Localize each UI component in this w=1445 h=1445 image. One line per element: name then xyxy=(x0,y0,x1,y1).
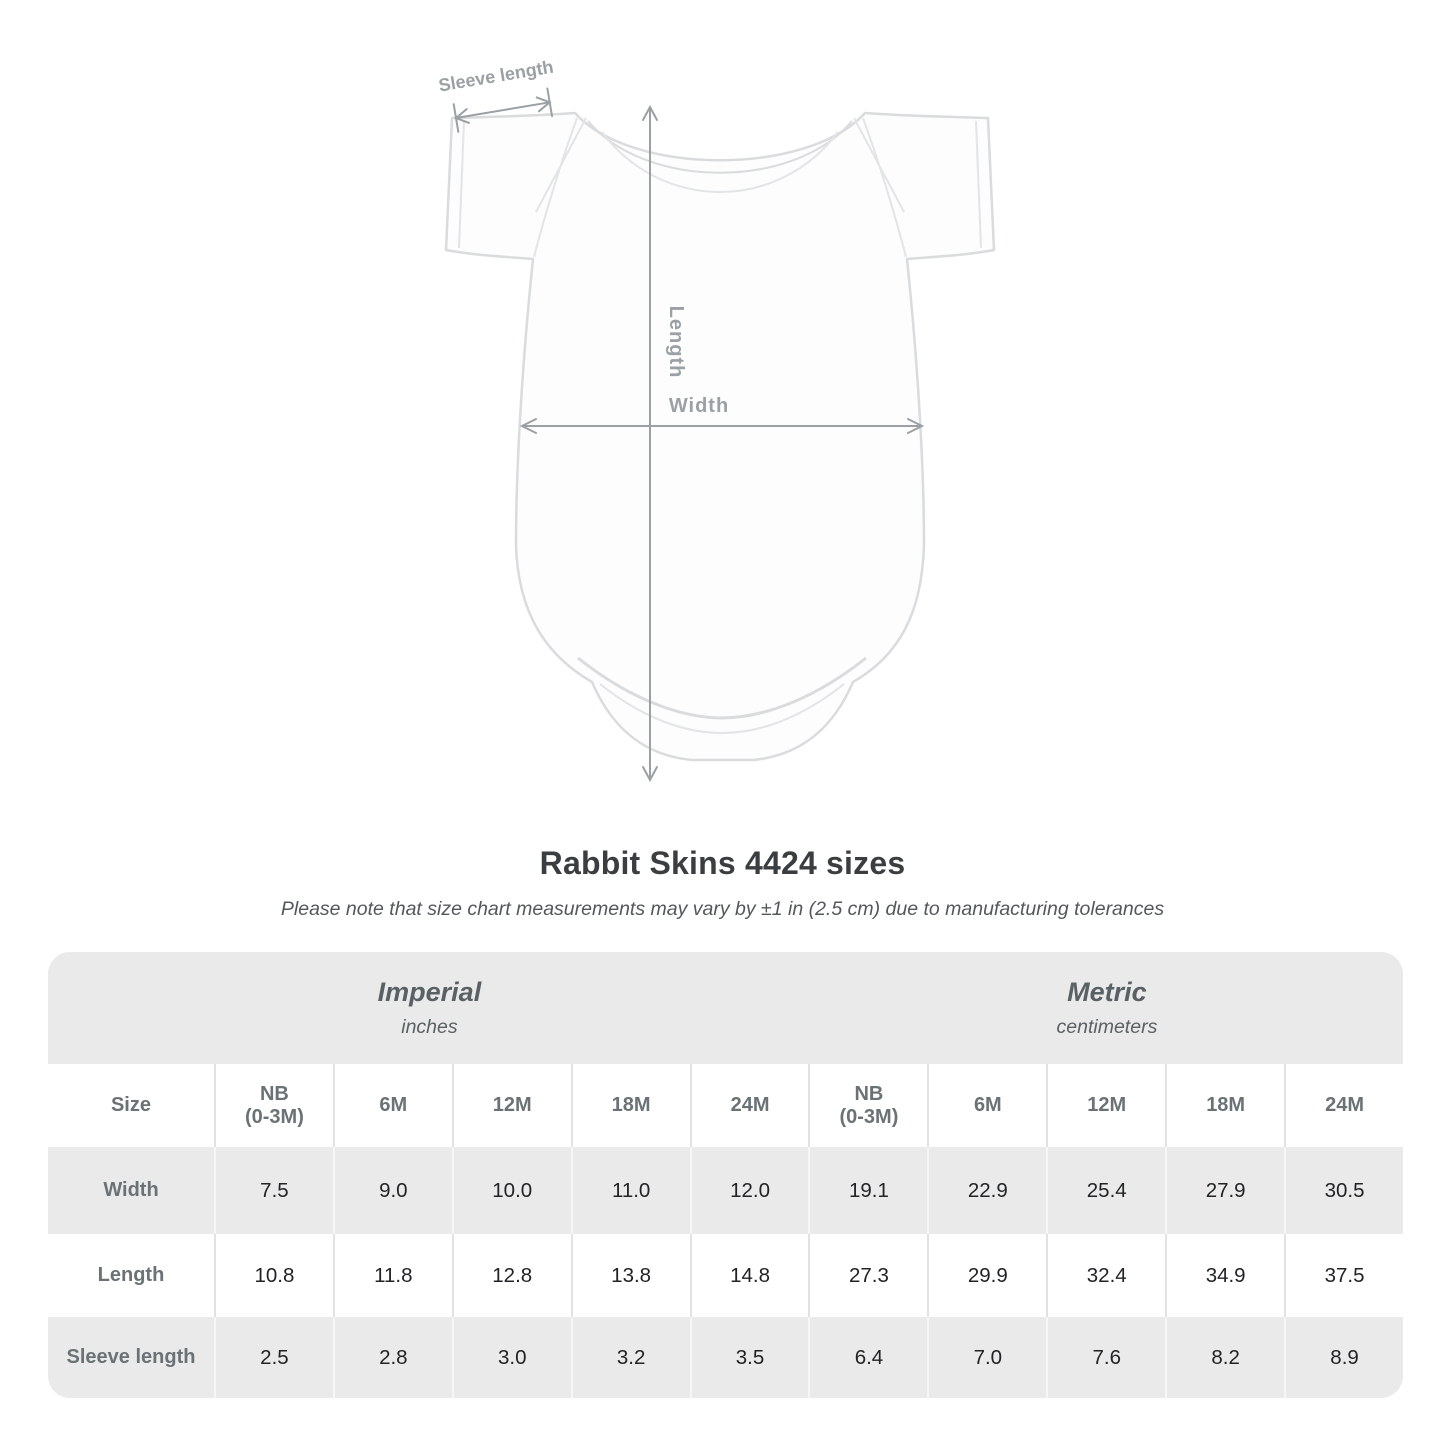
row-label: Sleeve length xyxy=(66,1346,196,1368)
table-row-length: Length 10.8 11.8 12.8 13.8 14.8 27.3 29.… xyxy=(48,1234,1403,1317)
table-row-sleeve-length: Sleeve length 2.5 2.8 3.0 3.2 3.5 6.4 7.… xyxy=(48,1317,1403,1398)
table-cell: 12.0 xyxy=(689,1147,809,1234)
unit-band: Imperial inches Metric centimeters xyxy=(48,952,1403,1064)
length-arrow xyxy=(642,104,658,783)
column-header: 24M xyxy=(1284,1064,1403,1147)
bodysuit-illustration: Sleeve length Length Width xyxy=(437,57,996,783)
dimension-lines xyxy=(452,87,925,783)
table-cell: 8.9 xyxy=(1284,1317,1403,1398)
table-cell: 8.2 xyxy=(1165,1317,1284,1398)
metric-title: Metric xyxy=(1067,976,1147,1007)
imperial-section-header: Imperial inches xyxy=(48,952,811,1064)
metric-units: centimeters xyxy=(1056,1015,1158,1038)
table-cell: 3.5 xyxy=(689,1317,809,1398)
table-row-width: Width 7.5 9.0 10.0 11.0 12.0 19.1 22.9 2… xyxy=(48,1147,1403,1234)
table-cell: 27.9 xyxy=(1165,1147,1284,1234)
imperial-title: Imperial xyxy=(377,976,482,1007)
column-header: 6M xyxy=(927,1064,1046,1147)
table-cell: 12.8 xyxy=(451,1234,571,1317)
table-cell: 25.4 xyxy=(1046,1147,1165,1234)
table-cell: 6.4 xyxy=(808,1317,927,1398)
table-cell: 29.9 xyxy=(927,1234,1046,1317)
length-label: Length xyxy=(665,306,687,379)
table-cell: 7.6 xyxy=(1046,1317,1165,1398)
metric-section-header: Metric centimeters xyxy=(811,952,1403,1064)
table-cell: 27.3 xyxy=(808,1234,927,1317)
table-cell: 10.0 xyxy=(451,1147,571,1234)
table-cell: 32.4 xyxy=(1046,1234,1165,1317)
size-column-header: Size xyxy=(110,1094,151,1116)
column-header: NB (0-3M) xyxy=(808,1064,927,1147)
table-cell: 30.5 xyxy=(1284,1147,1403,1234)
table-cell: 7.5 xyxy=(213,1147,333,1234)
table-cell: 7.0 xyxy=(927,1317,1046,1398)
row-label: Length xyxy=(97,1264,165,1286)
table-cell: 3.0 xyxy=(451,1317,571,1398)
table-cell: 3.2 xyxy=(570,1317,690,1398)
bodysuit-outline xyxy=(444,111,996,762)
sleeve-length-arrow xyxy=(452,87,554,133)
table-cell: 9.0 xyxy=(332,1147,452,1234)
column-header: 18M xyxy=(570,1064,690,1147)
column-header: NB (0-3M) xyxy=(213,1064,333,1147)
column-header: 12M xyxy=(1046,1064,1165,1147)
table-cell: 37.5 xyxy=(1284,1234,1403,1317)
bodysuit-seams xyxy=(458,117,982,735)
table-cell: 14.8 xyxy=(689,1234,809,1317)
table-cell: 34.9 xyxy=(1165,1234,1284,1317)
table-cell: 2.5 xyxy=(213,1317,333,1398)
table-header-row: Size NB (0-3M) 6M 12M 18M 24M NB (0-3M) … xyxy=(48,1064,1403,1147)
title-block: Rabbit Skins 4424 sizes Please note that… xyxy=(0,845,1445,921)
page-title: Rabbit Skins 4424 sizes xyxy=(539,845,906,881)
table-cell: 13.8 xyxy=(570,1234,690,1317)
table-cell: 10.8 xyxy=(213,1234,333,1317)
table-cell: 11.8 xyxy=(332,1234,452,1317)
table-cell: 11.0 xyxy=(570,1147,690,1234)
size-diagram: Sleeve length Length Width xyxy=(437,57,996,783)
page-subtitle: Please note that size chart measurements… xyxy=(280,898,1165,920)
width-arrow xyxy=(519,418,925,434)
column-header: 18M xyxy=(1165,1064,1284,1147)
sleeve-length-label: Sleeve length xyxy=(437,57,555,96)
imperial-units: inches xyxy=(401,1015,458,1038)
column-header: 6M xyxy=(332,1064,452,1147)
width-label: Width xyxy=(669,395,729,417)
table-cell: 19.1 xyxy=(808,1147,927,1234)
table-cell: 22.9 xyxy=(927,1147,1046,1234)
row-label: Width xyxy=(103,1179,159,1201)
size-table: Imperial inches Metric centimeters Size … xyxy=(48,952,1403,1398)
table-cell: 2.8 xyxy=(332,1317,452,1398)
column-header: 12M xyxy=(451,1064,571,1147)
column-header: 24M xyxy=(689,1064,809,1147)
